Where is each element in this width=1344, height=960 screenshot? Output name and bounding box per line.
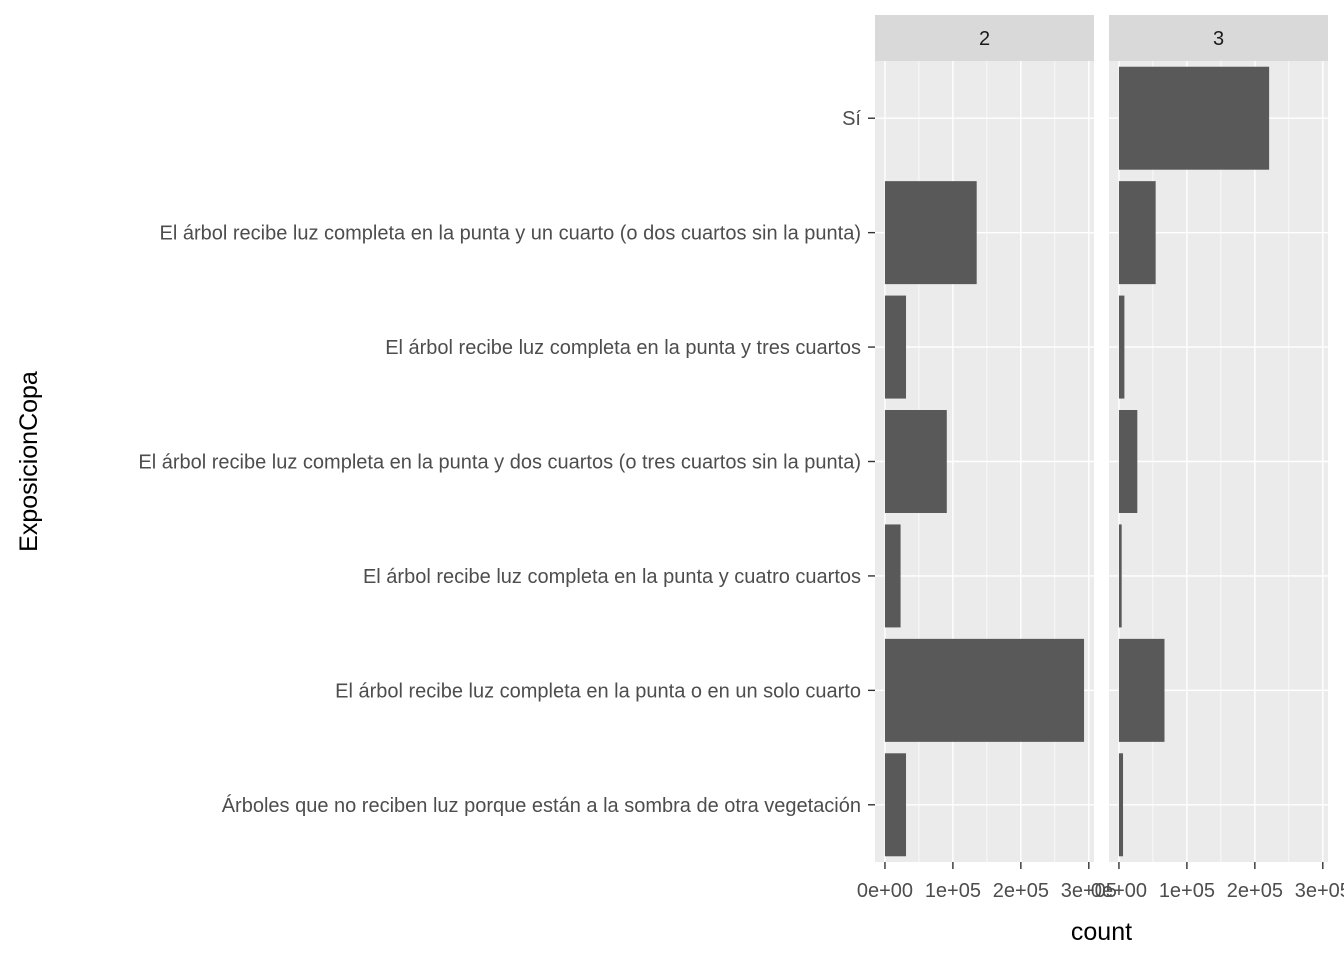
x-tick-label: 1e+05 [1159,880,1215,902]
y-tick-label: El árbol recibe luz completa en la punta… [335,680,861,702]
y-tick-label: El árbol recibe luz completa en la punta… [159,223,861,245]
x-tick-label: 2e+05 [993,880,1049,902]
y-axis-title: ExposicionCopa [15,371,43,552]
bar [884,410,947,513]
bar [1118,753,1124,857]
x-tick-label: 0e+00 [857,880,913,902]
x-axis-title: count [1071,918,1132,946]
bar [1118,638,1165,742]
y-tick-label: El árbol recibe luz completa en la punta… [363,566,861,588]
bar [1118,181,1156,285]
bar [884,181,977,285]
facet-strip [1109,15,1328,61]
x-tick-label: 3e+05 [1295,880,1344,902]
bar [1118,524,1122,628]
x-tick-label: 3e+05 [1061,880,1117,902]
bar [884,524,901,628]
bar [1118,410,1138,513]
bar [884,638,1085,742]
facet-strip-label: 2 [979,28,990,50]
facet-strip-label: 3 [1213,28,1224,50]
x-tick-label: 2e+05 [1227,880,1283,902]
x-tick-label: 1e+05 [925,880,981,902]
y-tick-label: Árboles que no reciben luz porque están … [222,794,861,817]
x-tick-label: 0e+00 [1091,880,1147,902]
bar [884,753,907,857]
bar [1118,295,1125,399]
bar [884,295,907,399]
y-tick-label: El árbol recibe luz completa en la punta… [385,337,861,359]
y-tick-label: Sí [842,108,861,130]
y-tick-label: El árbol recibe luz completa en la punta… [138,452,861,474]
facet-strip [875,15,1094,61]
bar [1118,66,1270,170]
